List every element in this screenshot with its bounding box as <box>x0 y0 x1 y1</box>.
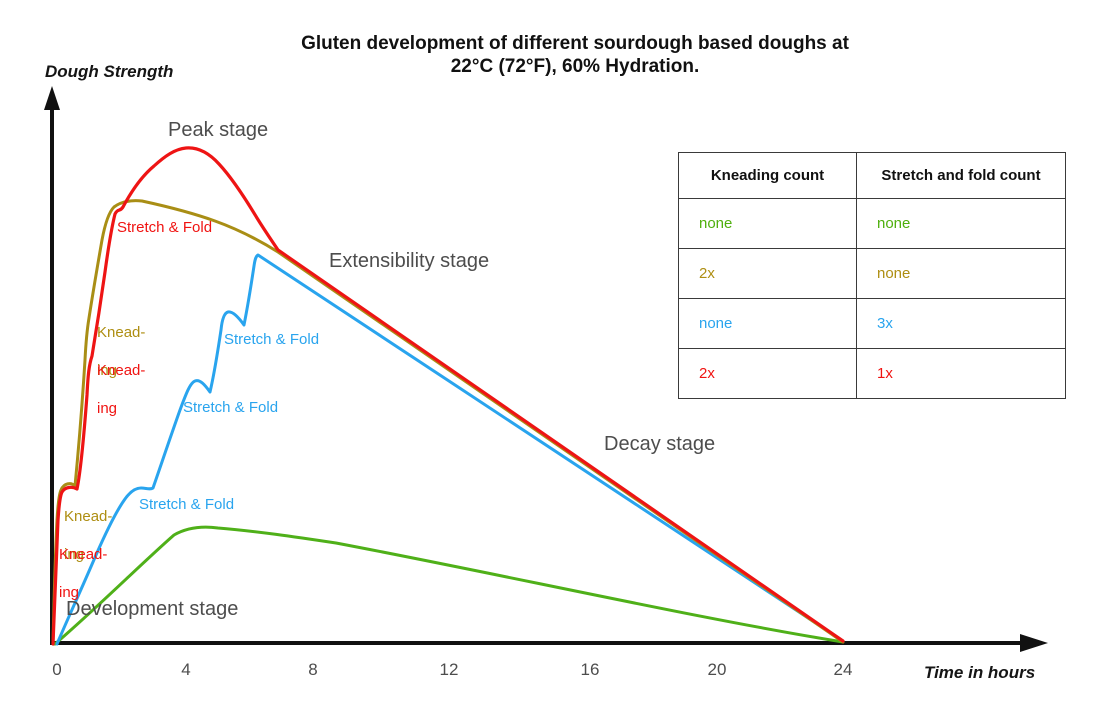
olive-kneading-label-mid-line2: ing <box>97 362 118 379</box>
legend-header-row: Kneading count Stretch and fold count <box>678 152 1066 199</box>
olive-kneading-label-low-line2: ing <box>64 546 85 563</box>
chart-title: Gluten development of different sourdoug… <box>150 32 1000 78</box>
legend-cell-red-stretch: 1x <box>856 348 1066 399</box>
x-tick-12: 12 <box>439 660 459 679</box>
blue-stretch-fold-label-2: Stretch & Fold <box>183 399 279 416</box>
red-curve <box>51 146 845 646</box>
red-kneading-label-low-line2: ing <box>59 584 80 601</box>
x-tick-8: 8 <box>308 660 318 679</box>
legend-cell-green-kneading: none <box>678 198 857 249</box>
legend-cell-olive-stretch: none <box>856 248 1066 299</box>
red-kneading-label-low: Knead- ing <box>59 526 107 621</box>
x-axis-arrowhead-icon <box>1020 634 1048 652</box>
chart-title-line1: Gluten development of different sourdoug… <box>301 33 849 54</box>
legend-row-olive: 2x none <box>678 248 1066 299</box>
chart-title-line2: 22°C (72°F), 60% Hydration. <box>450 56 700 77</box>
x-axis-label: Time in hours <box>924 663 1036 682</box>
green-curve <box>53 525 845 646</box>
blue-curve <box>55 253 845 646</box>
x-tick-0: 0 <box>52 660 62 679</box>
red-kneading-label-mid-line1: Knead- <box>97 362 146 379</box>
red-kneading-label-mid-line2: ing <box>97 400 118 417</box>
olive-kneading-label-low-line1: Knead- <box>64 508 113 525</box>
x-tick-16: 16 <box>580 660 600 679</box>
blue-stretch-fold-label-1: Stretch & Fold <box>224 331 320 348</box>
extensibility-stage-label: Extensibility stage <box>329 250 490 272</box>
legend-cell-blue-kneading: none <box>678 298 857 349</box>
legend-cell-olive-kneading: 2x <box>678 248 857 299</box>
olive-kneading-label-low: Knead- ing <box>64 488 112 583</box>
olive-kneading-label-mid-line1: Knead- <box>97 324 146 341</box>
legend-cell-green-stretch: none <box>856 198 1066 249</box>
x-tick-24: 24 <box>833 660 853 679</box>
red-kneading-label-low-line1: Knead- <box>59 546 108 563</box>
legend-table: Kneading count Stretch and fold count no… <box>678 152 1066 399</box>
decay-stage-label: Decay stage <box>604 433 716 455</box>
blue-stretch-fold-label-3: Stretch & Fold <box>139 496 235 513</box>
red-kneading-label-mid: Knead- ing <box>97 342 145 437</box>
legend-row-red: 2x 1x <box>678 348 1066 399</box>
legend-row-blue: none 3x <box>678 298 1066 349</box>
x-tick-4: 4 <box>181 660 191 679</box>
development-stage-label: Development stage <box>66 598 239 620</box>
olive-kneading-label-mid: Knead- ing <box>97 304 145 399</box>
legend-header-stretch-fold: Stretch and fold count <box>856 152 1066 199</box>
red-stretch-fold-label: Stretch & Fold <box>117 219 213 236</box>
peak-stage-label: Peak stage <box>168 119 269 141</box>
legend-header-kneading: Kneading count <box>678 152 857 199</box>
y-axis-label: Dough Strength <box>45 62 174 81</box>
x-tick-20: 20 <box>707 660 727 679</box>
legend-cell-red-kneading: 2x <box>678 348 857 399</box>
legend-row-green: none none <box>678 198 1066 249</box>
legend-cell-blue-stretch: 3x <box>856 298 1066 349</box>
y-axis-arrowhead-icon <box>44 86 60 110</box>
